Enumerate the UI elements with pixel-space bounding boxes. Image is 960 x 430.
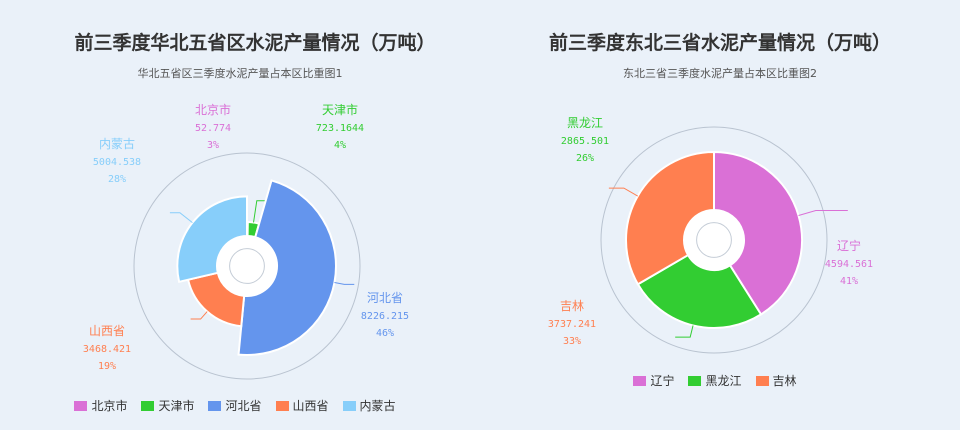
legend-label: 内蒙古 [359, 399, 396, 413]
chart-subtitle: 华北五省区三季度水泥产量占本区比重图1 [137, 67, 343, 80]
legend-swatch [74, 401, 88, 411]
pie-chart-north-china: 北京市 52.774 3% 天津市 723.1644 4% 河北省 8226.215 46% 山西… [83, 102, 409, 380]
legend-swatch [141, 401, 155, 411]
legend-item[interactable]: 辽宁 [633, 372, 674, 389]
label-leader-line [675, 325, 694, 338]
legend: 辽宁 黑龙江 吉林 [475, 372, 955, 389]
legend-item[interactable]: 河北省 [208, 397, 262, 414]
legend-swatch [342, 401, 356, 411]
data-label-percent: 46% [376, 328, 394, 339]
pie-chart-northeast: 辽宁 4594.561 41% 黑龙江 2865.501 26% 吉林 3737.241 33% [548, 116, 873, 354]
legend-swatch [275, 401, 289, 411]
legend-item[interactable]: 吉林 [755, 372, 797, 389]
legend-item[interactable]: 北京市 [74, 397, 127, 414]
label-leader-line [334, 282, 355, 285]
legend-label: 天津市 [158, 399, 195, 413]
legend-swatch [633, 376, 647, 386]
data-label-name: 北京市 [195, 102, 231, 117]
data-label-value: 8226.215 [361, 311, 409, 322]
data-label-value: 4594.561 [825, 259, 873, 270]
data-label-name: 河北省 [367, 291, 403, 305]
data-label-value: 2865.501 [561, 136, 609, 147]
label-leader-line [608, 187, 638, 197]
data-label-percent: 4% [334, 140, 346, 151]
label-leader-line [190, 311, 208, 320]
data-label-value: 5004.538 [93, 157, 141, 168]
data-label-name: 内蒙古 [99, 136, 135, 151]
data-label-value: 723.1644 [316, 123, 364, 134]
legend-item[interactable]: 黑龙江 [688, 372, 742, 389]
data-label-name: 辽宁 [837, 238, 861, 253]
legend-label: 山西省 [292, 399, 329, 413]
legend-swatch [755, 376, 769, 386]
legend-item[interactable]: 内蒙古 [342, 397, 396, 414]
data-label-name: 山西省 [89, 324, 125, 338]
chart-panel-north-china: 前三季度华北五省区水泥产量情况（万吨） 华北五省区三季度水泥产量占本区比重图1 … [0, 32, 475, 414]
legend-label: 黑龙江 [705, 374, 742, 388]
chart-panel-northeast: 前三季度东北三省水泥产量情况（万吨） 东北三省三季度水泥产量占本区比重图2 辽宁… [480, 0, 960, 430]
center-circle [696, 222, 732, 258]
legend-label: 河北省 [225, 399, 262, 413]
outer-ring [600, 126, 828, 354]
chart-title: 前三季度华北五省区水泥产量情况（万吨） [74, 32, 436, 54]
label-leader-line [169, 212, 193, 224]
legend-label: 吉林 [772, 374, 797, 388]
chart-title: 前三季度东北三省水泥产量情况（万吨） [548, 32, 891, 54]
data-label-percent: 28% [108, 174, 126, 185]
data-label-percent: 3% [207, 140, 219, 151]
legend-item[interactable]: 山西省 [275, 397, 329, 414]
legend: 北京市 天津市 河北省 山西省 内蒙古 [0, 397, 475, 414]
data-label-value: 3737.241 [548, 319, 596, 330]
legend-item[interactable]: 天津市 [141, 397, 194, 414]
data-label-name: 天津市 [322, 102, 358, 117]
data-label-percent: 41% [840, 276, 858, 287]
data-label-name: 吉林 [560, 299, 584, 313]
legend-swatch [688, 376, 702, 386]
legend-label: 北京市 [91, 399, 128, 413]
chart-subtitle: 东北三省三季度水泥产量占本区比重图2 [623, 67, 817, 80]
center-circle [229, 248, 265, 284]
legend-label: 辽宁 [650, 374, 675, 388]
outer-ring [133, 152, 361, 380]
data-label-percent: 26% [576, 153, 594, 164]
legend-swatch [208, 401, 222, 411]
data-label-name: 黑龙江 [567, 116, 603, 130]
data-label-value: 52.774 [195, 123, 231, 134]
label-leader-line [798, 210, 848, 217]
data-label-value: 3468.421 [83, 344, 131, 355]
data-label-percent: 19% [98, 361, 116, 372]
data-label-percent: 33% [563, 336, 581, 347]
